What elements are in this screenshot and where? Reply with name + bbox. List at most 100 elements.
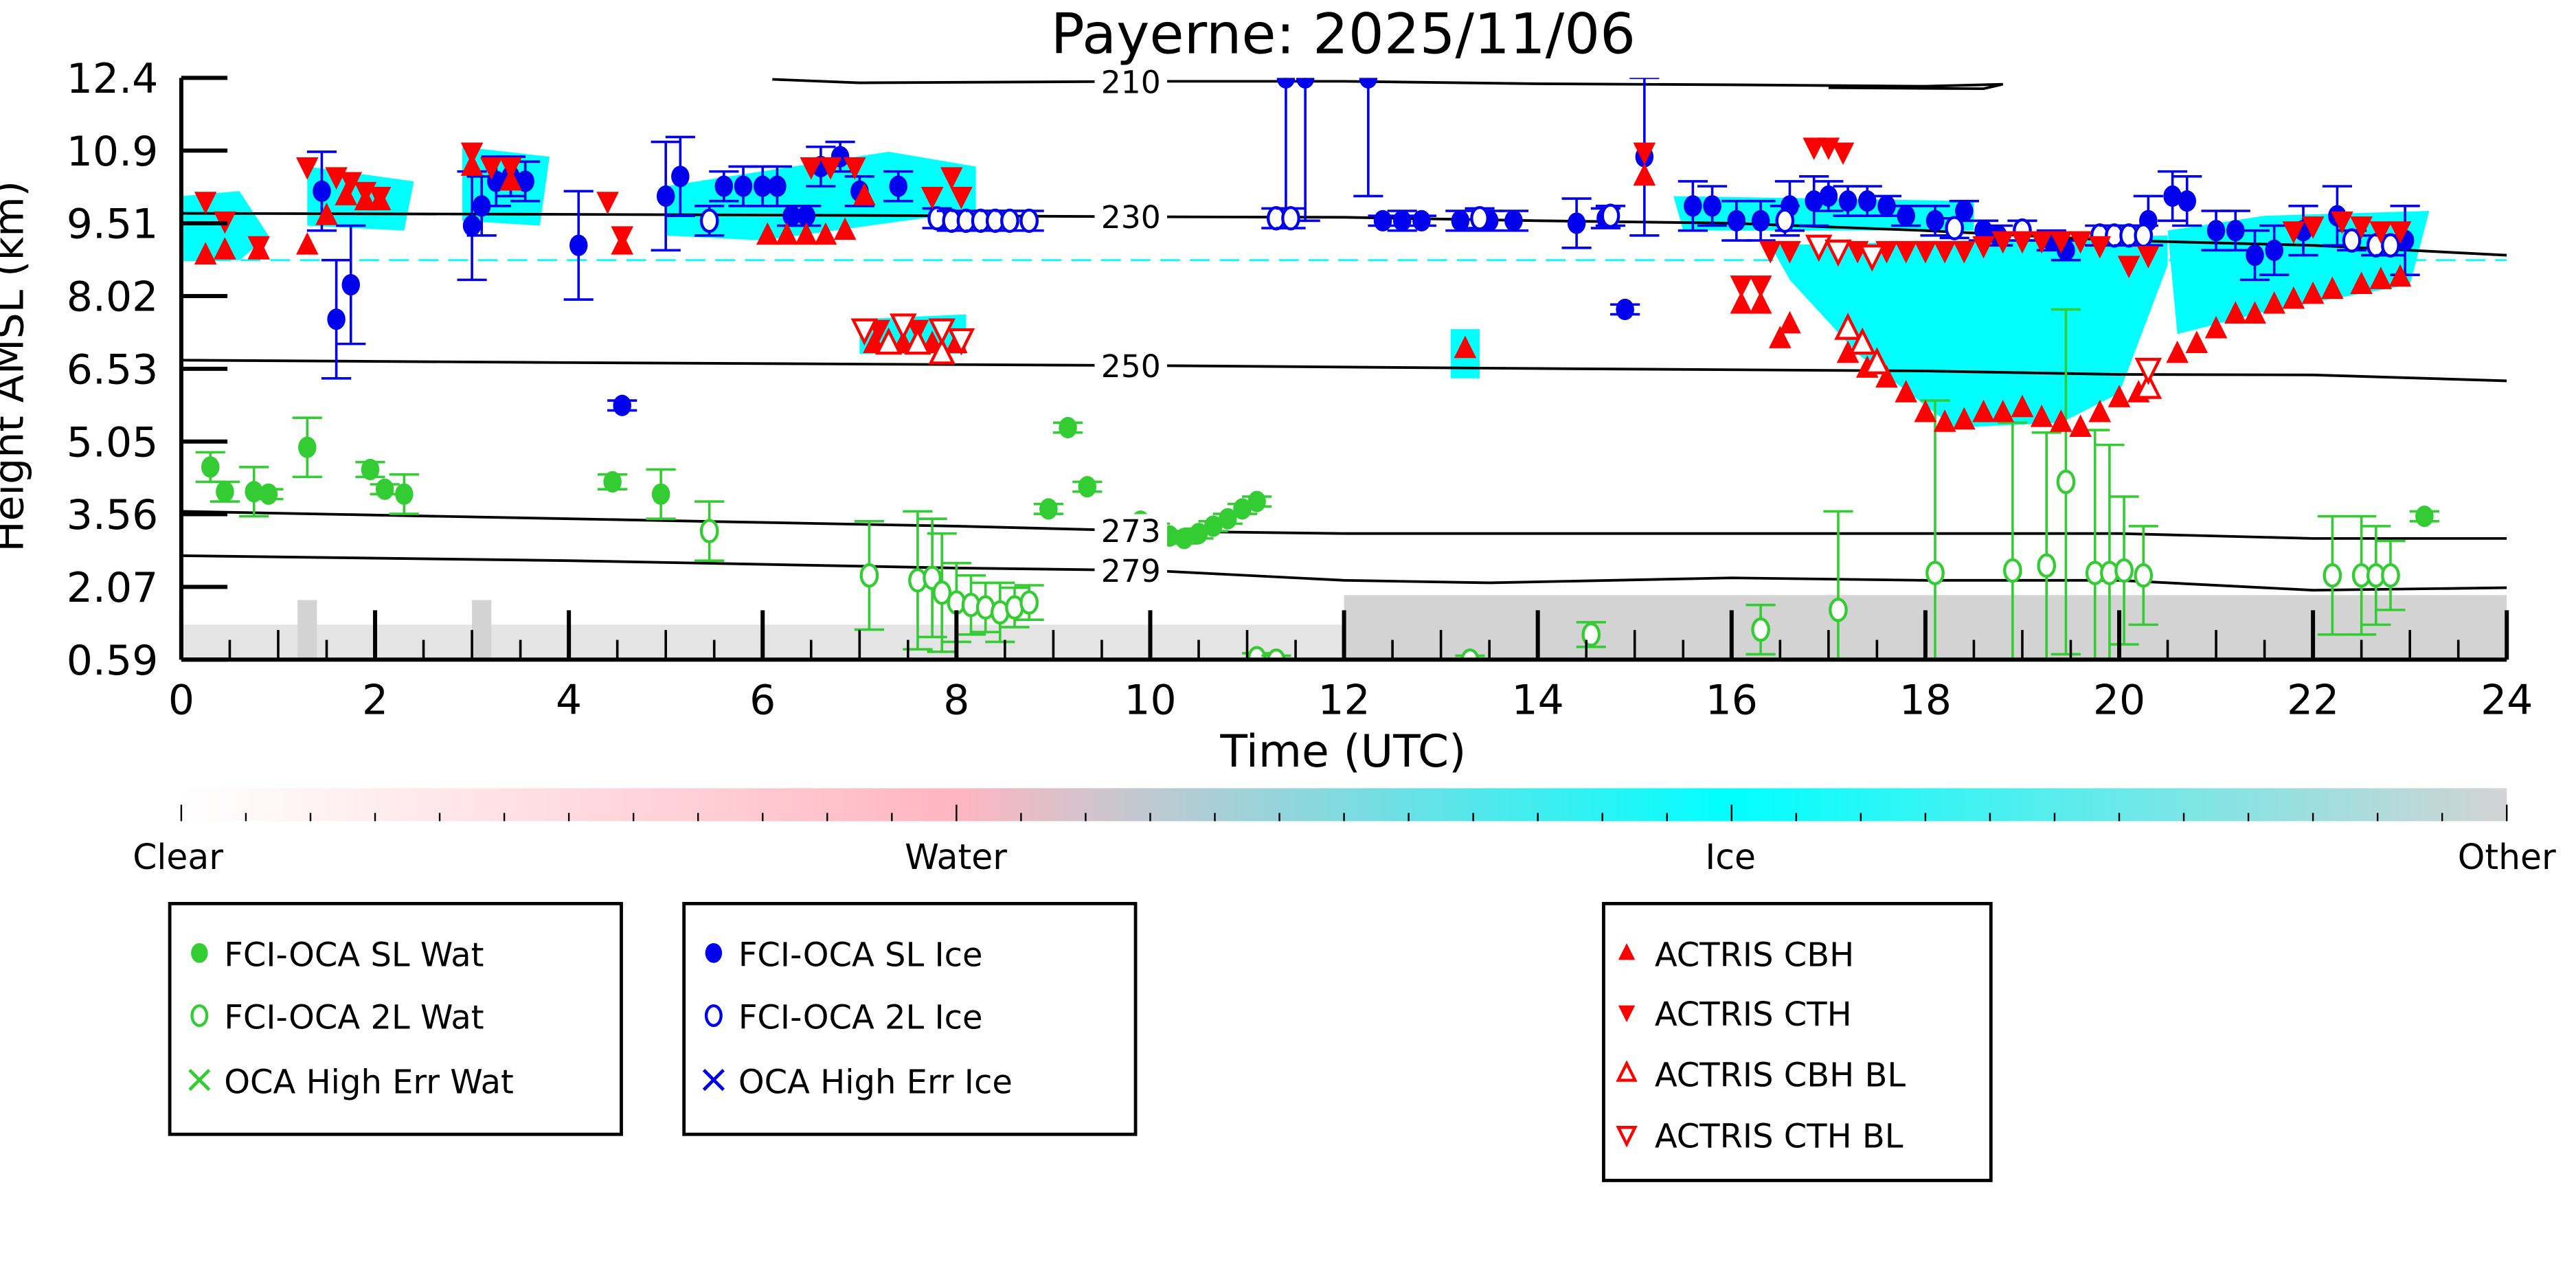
data-point xyxy=(2381,233,2400,258)
data-point xyxy=(2226,220,2245,242)
data-point xyxy=(2037,553,2057,578)
y-tick-label: 8.02 xyxy=(67,273,159,321)
data-point xyxy=(1078,475,1097,498)
legend-marker-icon xyxy=(702,1069,725,1092)
data-point xyxy=(1730,275,1753,298)
data-point xyxy=(1000,208,1019,234)
data-point xyxy=(1730,291,1753,314)
x-tick-label: 4 xyxy=(556,676,582,724)
contour-label: 250 xyxy=(1101,348,1161,385)
data-point xyxy=(671,166,690,188)
y-tick-label: 2.07 xyxy=(67,564,159,612)
data-point xyxy=(245,481,263,503)
data-point xyxy=(1019,208,1039,234)
data-point xyxy=(2381,563,2400,588)
data-point xyxy=(361,458,380,481)
x-stroke xyxy=(188,1069,211,1092)
legend-marker-icon xyxy=(1616,1060,1638,1082)
data-point xyxy=(1895,380,1918,403)
data-point xyxy=(2342,228,2362,253)
data-point xyxy=(920,187,944,210)
data-point xyxy=(1633,163,1656,186)
data-point xyxy=(1829,598,1848,622)
data-point xyxy=(2415,506,2434,528)
data-point xyxy=(1991,231,2015,254)
data-point xyxy=(2369,267,2393,289)
legend-label: OCA High Err Wat xyxy=(224,1063,514,1101)
colorbar-label-other: Other xyxy=(2458,837,2556,877)
data-point xyxy=(928,337,956,365)
colorbar-label-clear: Clear xyxy=(133,837,223,877)
y-tick-label: 10.9 xyxy=(67,128,159,176)
temperature-contours xyxy=(181,78,2507,592)
legend-label: ACTRIS CTH xyxy=(1655,995,1852,1034)
data-point xyxy=(313,180,331,202)
data-point xyxy=(247,236,271,259)
data-point xyxy=(2301,216,2325,239)
data-point xyxy=(1953,407,1976,430)
legend-label: FCI-OCA 2L Wat xyxy=(224,999,484,1037)
data-point xyxy=(699,519,719,543)
data-point xyxy=(853,183,876,205)
data-point xyxy=(1359,78,1378,89)
data-point xyxy=(1769,326,1792,348)
data-point xyxy=(2246,244,2264,267)
data-point xyxy=(341,273,361,296)
data-point xyxy=(651,483,670,505)
data-point xyxy=(1775,208,1795,234)
data-point xyxy=(1276,78,1296,89)
x-stroke xyxy=(702,1069,725,1092)
x-tick-label: 2 xyxy=(362,676,388,724)
data-point xyxy=(613,394,631,416)
data-point xyxy=(1392,210,1412,231)
series-fci-oca-2l-ice xyxy=(694,203,2406,258)
x-axis-ticks: 0 2 4 6 8 10 12 14 16 18 20 22 24 xyxy=(168,610,2533,724)
data-point xyxy=(2108,385,2131,407)
x-tick-label: 0 xyxy=(168,676,194,724)
data-point xyxy=(295,231,319,255)
legend-entry xyxy=(704,1004,723,1028)
x-tick-label: 12 xyxy=(1318,676,1370,724)
data-point xyxy=(814,222,837,245)
data-point xyxy=(2321,276,2344,300)
contour-label: 279 xyxy=(1101,553,1161,589)
data-point xyxy=(2206,220,2226,242)
legend-entry xyxy=(188,1069,211,1092)
y-tick-label: 12.4 xyxy=(67,55,159,103)
data-point xyxy=(2204,315,2228,339)
data-point xyxy=(753,175,772,197)
y-axis-label: Height AMSL (km) xyxy=(0,181,34,552)
data-point xyxy=(395,483,414,505)
data-point xyxy=(479,157,503,180)
legend-entry xyxy=(702,1069,725,1092)
legend-marker-icon xyxy=(705,942,723,963)
data-point xyxy=(2134,563,2154,588)
data-point xyxy=(1039,498,1058,520)
contour-line xyxy=(772,78,2004,91)
x-tick-label: 8 xyxy=(943,676,969,724)
data-point xyxy=(1875,365,1898,388)
contour-label-bg xyxy=(1094,78,1168,95)
contour-line xyxy=(181,510,2507,540)
series-actris-cth-bl xyxy=(850,234,2162,385)
colorbar: Clear Water Ice Other xyxy=(133,788,2556,877)
data-point xyxy=(1247,490,1266,512)
data-point xyxy=(2265,239,2283,261)
data-point xyxy=(889,313,917,341)
contour-label-bg xyxy=(1094,349,1168,383)
data-point xyxy=(1778,310,1801,334)
data-point xyxy=(904,327,931,355)
data-point xyxy=(1953,240,1976,264)
data-point xyxy=(1412,210,1431,231)
data-point xyxy=(214,237,236,260)
data-point xyxy=(850,318,879,346)
data-point xyxy=(1914,399,1937,422)
data-point xyxy=(1281,205,1300,231)
data-point xyxy=(2224,301,2247,324)
data-point xyxy=(2263,291,2286,314)
data-point xyxy=(1454,335,1477,359)
data-point xyxy=(843,157,866,180)
data-point xyxy=(603,471,622,493)
contour-label-bg xyxy=(1094,514,1168,547)
legend-label: FCI-OCA SL Ice xyxy=(738,936,983,975)
